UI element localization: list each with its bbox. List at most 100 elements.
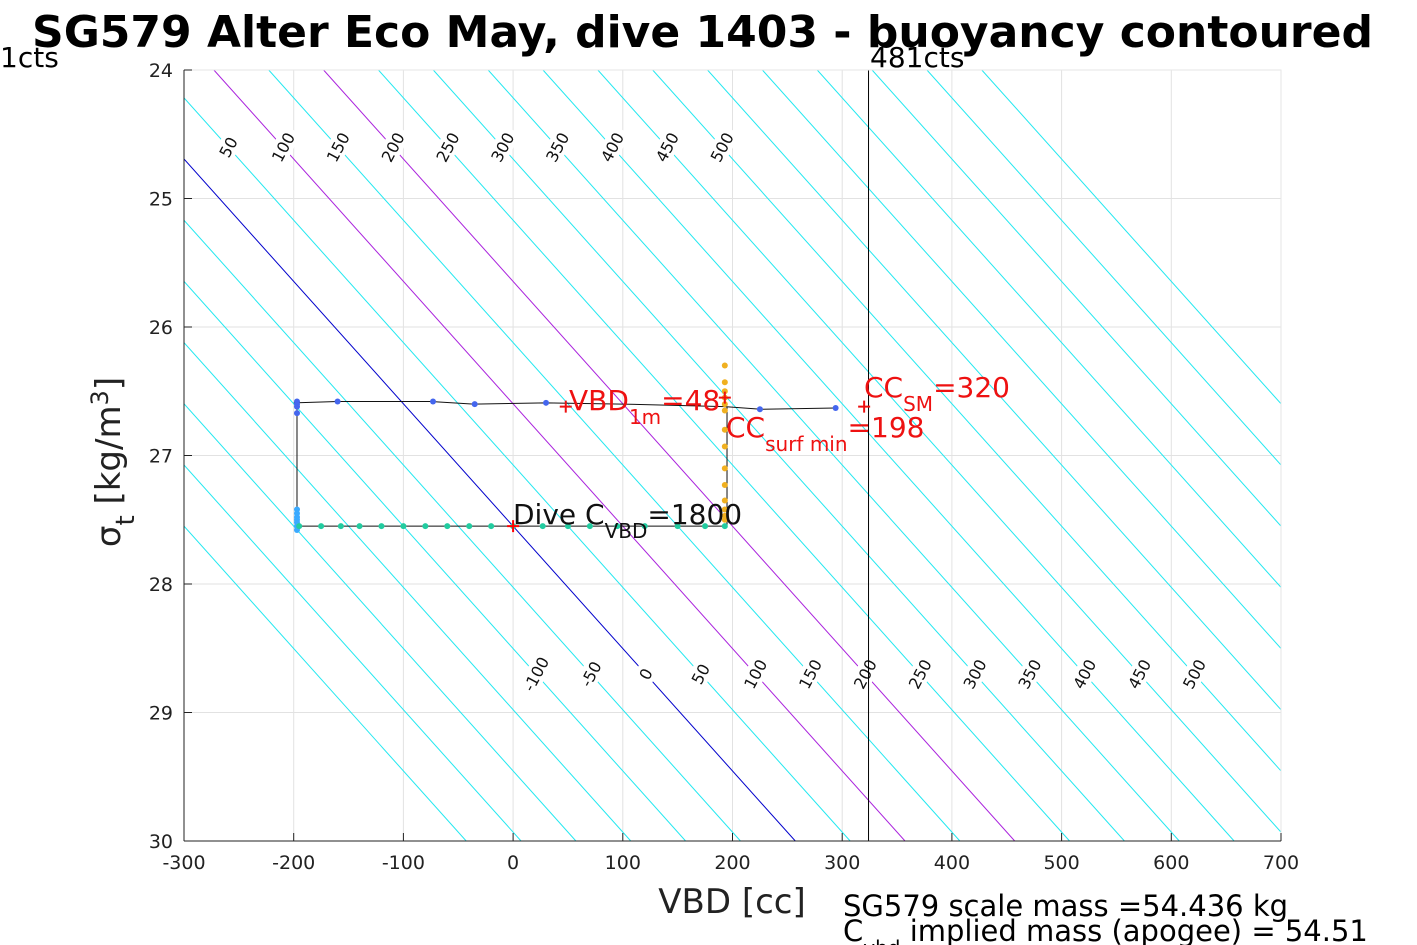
y-axis-label-text-part: σ — [89, 526, 129, 548]
y-axis-label-text-part: 3 — [86, 390, 114, 405]
marker-label-ccsm-part: =320 — [933, 371, 1010, 404]
x-tick-label: 0 — [507, 852, 519, 874]
left-cts-label: 1cts — [0, 41, 59, 74]
contour-label-top-text: -150 — [0, 127, 26, 168]
data-point — [721, 443, 728, 450]
contour-line — [871, 70, 1281, 527]
contour-label-top: 350 — [539, 124, 576, 170]
marker-label-vbd1m-part: 1m — [629, 405, 661, 429]
contour-label-top-bg — [319, 124, 357, 170]
contour-label-bottom-bg — [791, 651, 829, 697]
marker-label-vbd1m-part: =48 — [661, 384, 720, 417]
y-tick-label: 30 — [149, 831, 173, 853]
data-point — [488, 523, 495, 530]
contour-line — [184, 280, 686, 841]
data-point — [674, 523, 681, 530]
contour-label-bottom: 150 — [791, 651, 829, 697]
contour-label-top-bg — [45, 125, 81, 170]
data-point — [614, 523, 621, 530]
marker-cross — [858, 400, 871, 413]
contour-label-top: 50 — [209, 124, 247, 170]
contour-label-top-bg — [264, 124, 302, 170]
contour-label-top-bg — [484, 124, 521, 170]
x-tick-label: 300 — [824, 852, 860, 874]
y-axis-label-text-part: t — [111, 515, 141, 525]
contour-label-top-bg — [0, 125, 27, 170]
contour-label-bottom-bg — [901, 651, 939, 697]
contour-label-top-bg — [593, 124, 631, 170]
x-axis-label: VBD [cc] — [658, 882, 806, 922]
contour-label-bottom-bg — [1066, 651, 1103, 697]
contour-label-bottom: 0 — [627, 651, 664, 697]
marker-label-vbd1m-part: VBD — [569, 384, 629, 417]
contour-label-bottom-bg — [846, 651, 884, 697]
y-axis-label-text: σt [kg/m3] — [86, 377, 141, 547]
contour-label-bottom: 50 — [682, 651, 719, 697]
x-tick-label: 400 — [934, 852, 970, 874]
y-tick-label: 28 — [149, 574, 173, 596]
data-point — [721, 388, 728, 395]
data-point — [721, 426, 728, 433]
marker-label-vbd1m: VBD1m=48 — [569, 384, 720, 429]
data-point — [539, 523, 546, 530]
contour-label-top-bg — [539, 124, 576, 170]
marker-cross — [718, 391, 731, 404]
chart-title: SG579 Alter Eco May, dive 1403 - buoyanc… — [32, 7, 1373, 58]
y-tick-label: 25 — [149, 189, 173, 211]
contour-label-top: 100 — [264, 124, 302, 170]
data-point — [318, 523, 325, 530]
data-point — [832, 404, 839, 411]
contour-line — [652, 70, 1281, 772]
data-point — [721, 362, 728, 369]
contour-label-bottom: 100 — [737, 651, 774, 697]
data-point — [702, 523, 709, 530]
contour-label-top-bg — [100, 125, 136, 170]
y-axis-label: σt [kg/m3] — [86, 377, 141, 547]
contour-group: -300-250-200-150-100-5005010015020025030… — [0, 70, 1281, 841]
contour-label-top: 400 — [593, 124, 631, 170]
data-point — [543, 399, 550, 406]
contour-label-bottom-bg — [1175, 651, 1213, 697]
contour-label-top-text: 0 — [163, 138, 185, 156]
profile-line — [293, 401, 836, 410]
contour-label-bottom-bg — [1120, 651, 1158, 697]
data-point — [356, 523, 363, 530]
contour-label-bottom: 200 — [846, 651, 884, 697]
contour-label-bottom-bg — [682, 651, 719, 697]
data-point — [466, 523, 473, 530]
contour-label-top-bg — [184, 124, 192, 170]
footer-implied-mass-part: C — [843, 914, 863, 945]
contour-line — [816, 70, 1281, 589]
data-point — [756, 406, 763, 413]
data-point — [564, 523, 571, 530]
contour-label-top-bg — [209, 124, 247, 170]
x-tick-label: 700 — [1263, 852, 1299, 874]
data-point — [400, 523, 407, 530]
y-tick-label: 29 — [149, 703, 173, 725]
data-point — [641, 523, 648, 530]
data-point — [337, 523, 344, 530]
contour-line — [323, 70, 1016, 841]
marker-label-dive-cvbd-part: =1800 — [647, 498, 742, 531]
contour-line — [184, 97, 851, 841]
data-point — [721, 506, 728, 513]
contour-label-top: 0 — [163, 124, 192, 170]
contour-label-bottom: 300 — [956, 651, 993, 697]
footer-implied-mass: Cvbd implied mass (apogee) = 54.51 — [843, 914, 1368, 945]
y-tick-label: 24 — [149, 60, 173, 82]
x-tick-label: -200 — [272, 852, 315, 874]
data-point — [721, 497, 728, 504]
contour-line — [597, 70, 1281, 833]
data-point — [444, 523, 451, 530]
contour-label-bottom: -50 — [572, 651, 609, 697]
data-point — [721, 379, 728, 386]
marker-label-dive-cvbd-part: Dive C — [513, 498, 605, 531]
contour-line — [432, 70, 1125, 841]
footer-scale-mass: SG579 scale mass =54.436 kg — [843, 889, 1288, 923]
contour-label-top-bg — [429, 124, 466, 170]
data-point — [721, 401, 728, 408]
contour-label-top: -100 — [45, 125, 81, 170]
contour-label-top-bg — [374, 124, 411, 170]
marker-label-ccsm: CCSM=320 — [864, 371, 1010, 416]
data-point — [471, 401, 478, 408]
